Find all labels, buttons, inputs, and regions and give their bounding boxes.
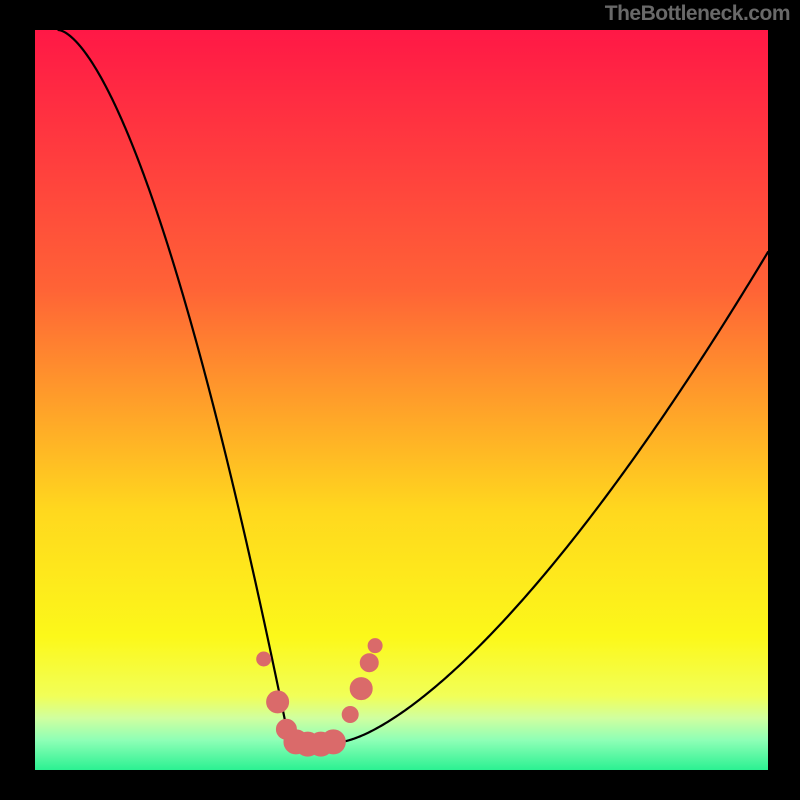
data-marker — [321, 730, 345, 754]
watermark-text: TheBottleneck.com — [605, 2, 790, 26]
chart-svg — [0, 0, 800, 800]
data-marker — [360, 654, 378, 672]
plot-container — [0, 0, 800, 800]
data-marker — [267, 691, 289, 713]
data-marker — [368, 639, 382, 653]
data-marker — [350, 678, 372, 700]
data-marker — [257, 652, 271, 666]
data-marker — [342, 707, 358, 723]
v-curve — [58, 30, 768, 744]
